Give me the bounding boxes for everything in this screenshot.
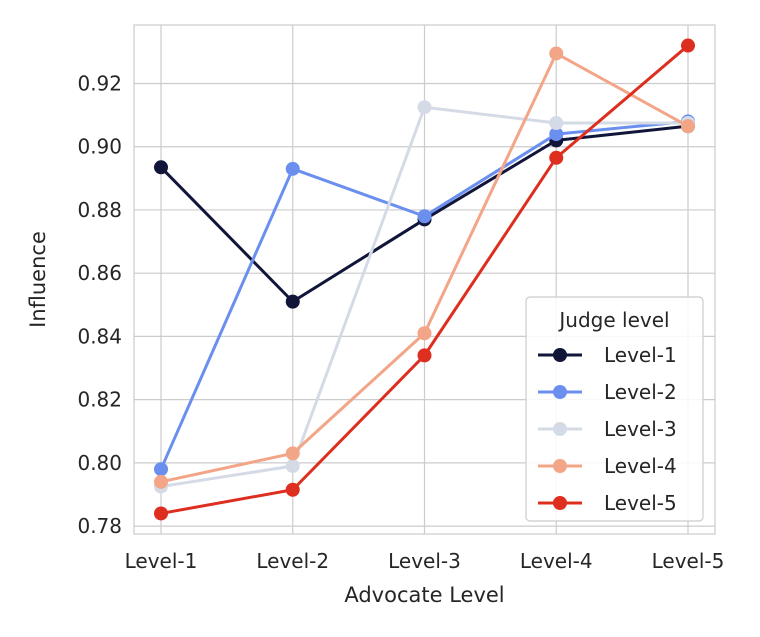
legend-item: Level-1 [538,343,677,367]
y-axis-title: Influence [26,231,50,328]
data-point [417,209,432,224]
legend-item: Level-3 [538,417,677,441]
series-level-5 [154,38,695,521]
legend-label: Level-3 [604,417,677,441]
data-point [681,38,695,53]
legend-marker [553,348,567,362]
data-point [417,348,432,363]
data-point [154,474,168,489]
data-point [681,119,695,134]
legend-marker [553,496,567,510]
legend-item: Level-5 [538,491,677,515]
y-tick-label: 0.82 [77,388,122,412]
data-point [549,116,564,131]
x-tick-label: Level-1 [125,549,198,573]
y-tick-label: 0.88 [77,198,122,222]
legend-marker [553,459,567,473]
x-tick-label: Level-3 [388,549,461,573]
legend-item: Level-4 [538,454,677,478]
data-point [549,46,564,61]
legend: Judge level Level-1 Level-2 Level-3 Level-4… [525,296,704,522]
y-tick-label: 0.78 [77,514,122,538]
data-point [417,100,432,115]
legend-label: Level-1 [604,343,677,367]
legend-title: Judge level [557,308,669,332]
legend-item: Level-2 [538,380,677,404]
data-point [549,127,564,142]
data-point [285,161,300,176]
data-point [285,446,300,461]
x-tick-label: Level-5 [652,549,725,573]
y-tick-label: 0.84 [77,324,122,348]
y-axis: 0.78 0.80 0.82 0.84 0.86 0.88 0.90 0.92 [77,71,122,538]
x-axis: Level-1 Level-2 Level-3 Level-4 Level-5 [125,549,725,573]
data-point [285,482,300,497]
x-tick-label: Level-4 [520,549,593,573]
y-tick-label: 0.90 [77,135,122,159]
plot-frame [133,24,716,535]
legend-label: Level-5 [604,491,677,515]
y-tick-label: 0.86 [77,261,122,285]
data-point [417,326,432,341]
y-tick-label: 0.80 [77,451,122,475]
x-tick-label: Level-2 [256,549,329,573]
data-point [154,160,168,175]
legend-label: Level-4 [604,454,677,478]
data-point [285,459,300,474]
y-tick-label: 0.92 [77,71,122,95]
legend-items: Level-1 Level-2 Level-3 Level-4 Level-5 [538,343,677,515]
x-axis-title: Advocate Level [344,583,504,607]
data-point [285,294,300,309]
legend-marker [553,385,567,399]
series-level-4 [154,46,695,489]
series-layer [154,38,695,521]
legend-label: Level-2 [604,380,677,404]
data-point [549,150,564,165]
legend-marker [553,422,567,436]
data-point [154,462,168,477]
data-point [154,506,168,521]
